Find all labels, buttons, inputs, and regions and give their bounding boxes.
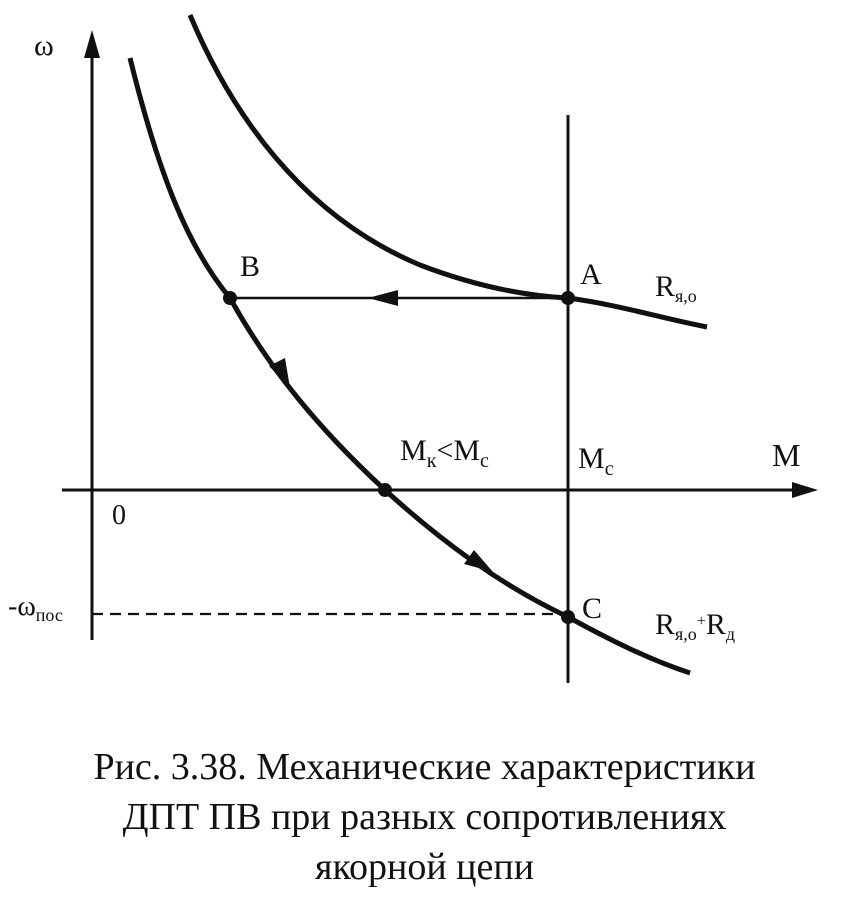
mechanical-characteristics-diagram: ω M 0 -ωпос A B C Mс Mк<Mс Rя,о Rя,о+Rд <box>8 14 818 683</box>
point-a <box>561 291 575 305</box>
point-c-label: C <box>582 592 602 625</box>
x-axis-arrow <box>792 482 818 498</box>
y-axis-arrow <box>84 30 100 58</box>
origin-label: 0 <box>112 500 126 531</box>
y-axis-label: ω <box>34 29 54 62</box>
curve-with-resistor-label: Rя,о+Rд <box>655 608 735 644</box>
point-a-label: A <box>580 258 602 291</box>
mc-label: Mс <box>578 442 614 480</box>
caption-line-2: ДПТ ПВ при разных сопротивлениях <box>122 796 727 838</box>
caption-line-3: якорной цепи <box>314 846 535 888</box>
transition-arrow <box>368 290 398 306</box>
point-b-label: B <box>240 250 260 283</box>
curve-with-resistor <box>127 57 691 676</box>
neg-speed-label: -ωпос <box>8 591 63 625</box>
caption-line-1: Рис. 3.38. Механические характеристики <box>93 746 756 788</box>
x-axis-label: M <box>772 437 800 473</box>
curve-arrow-lower <box>464 550 493 572</box>
point-mk <box>378 483 392 497</box>
curve-arrow-upper <box>269 358 290 388</box>
point-b <box>223 291 237 305</box>
curve-natural-label: Rя,о <box>655 270 697 306</box>
mk-label: Mк<Mс <box>400 434 489 472</box>
figure-caption: Рис. 3.38. Механические характеристики Д… <box>0 742 849 892</box>
curve-natural <box>187 14 708 330</box>
point-c <box>561 610 575 624</box>
